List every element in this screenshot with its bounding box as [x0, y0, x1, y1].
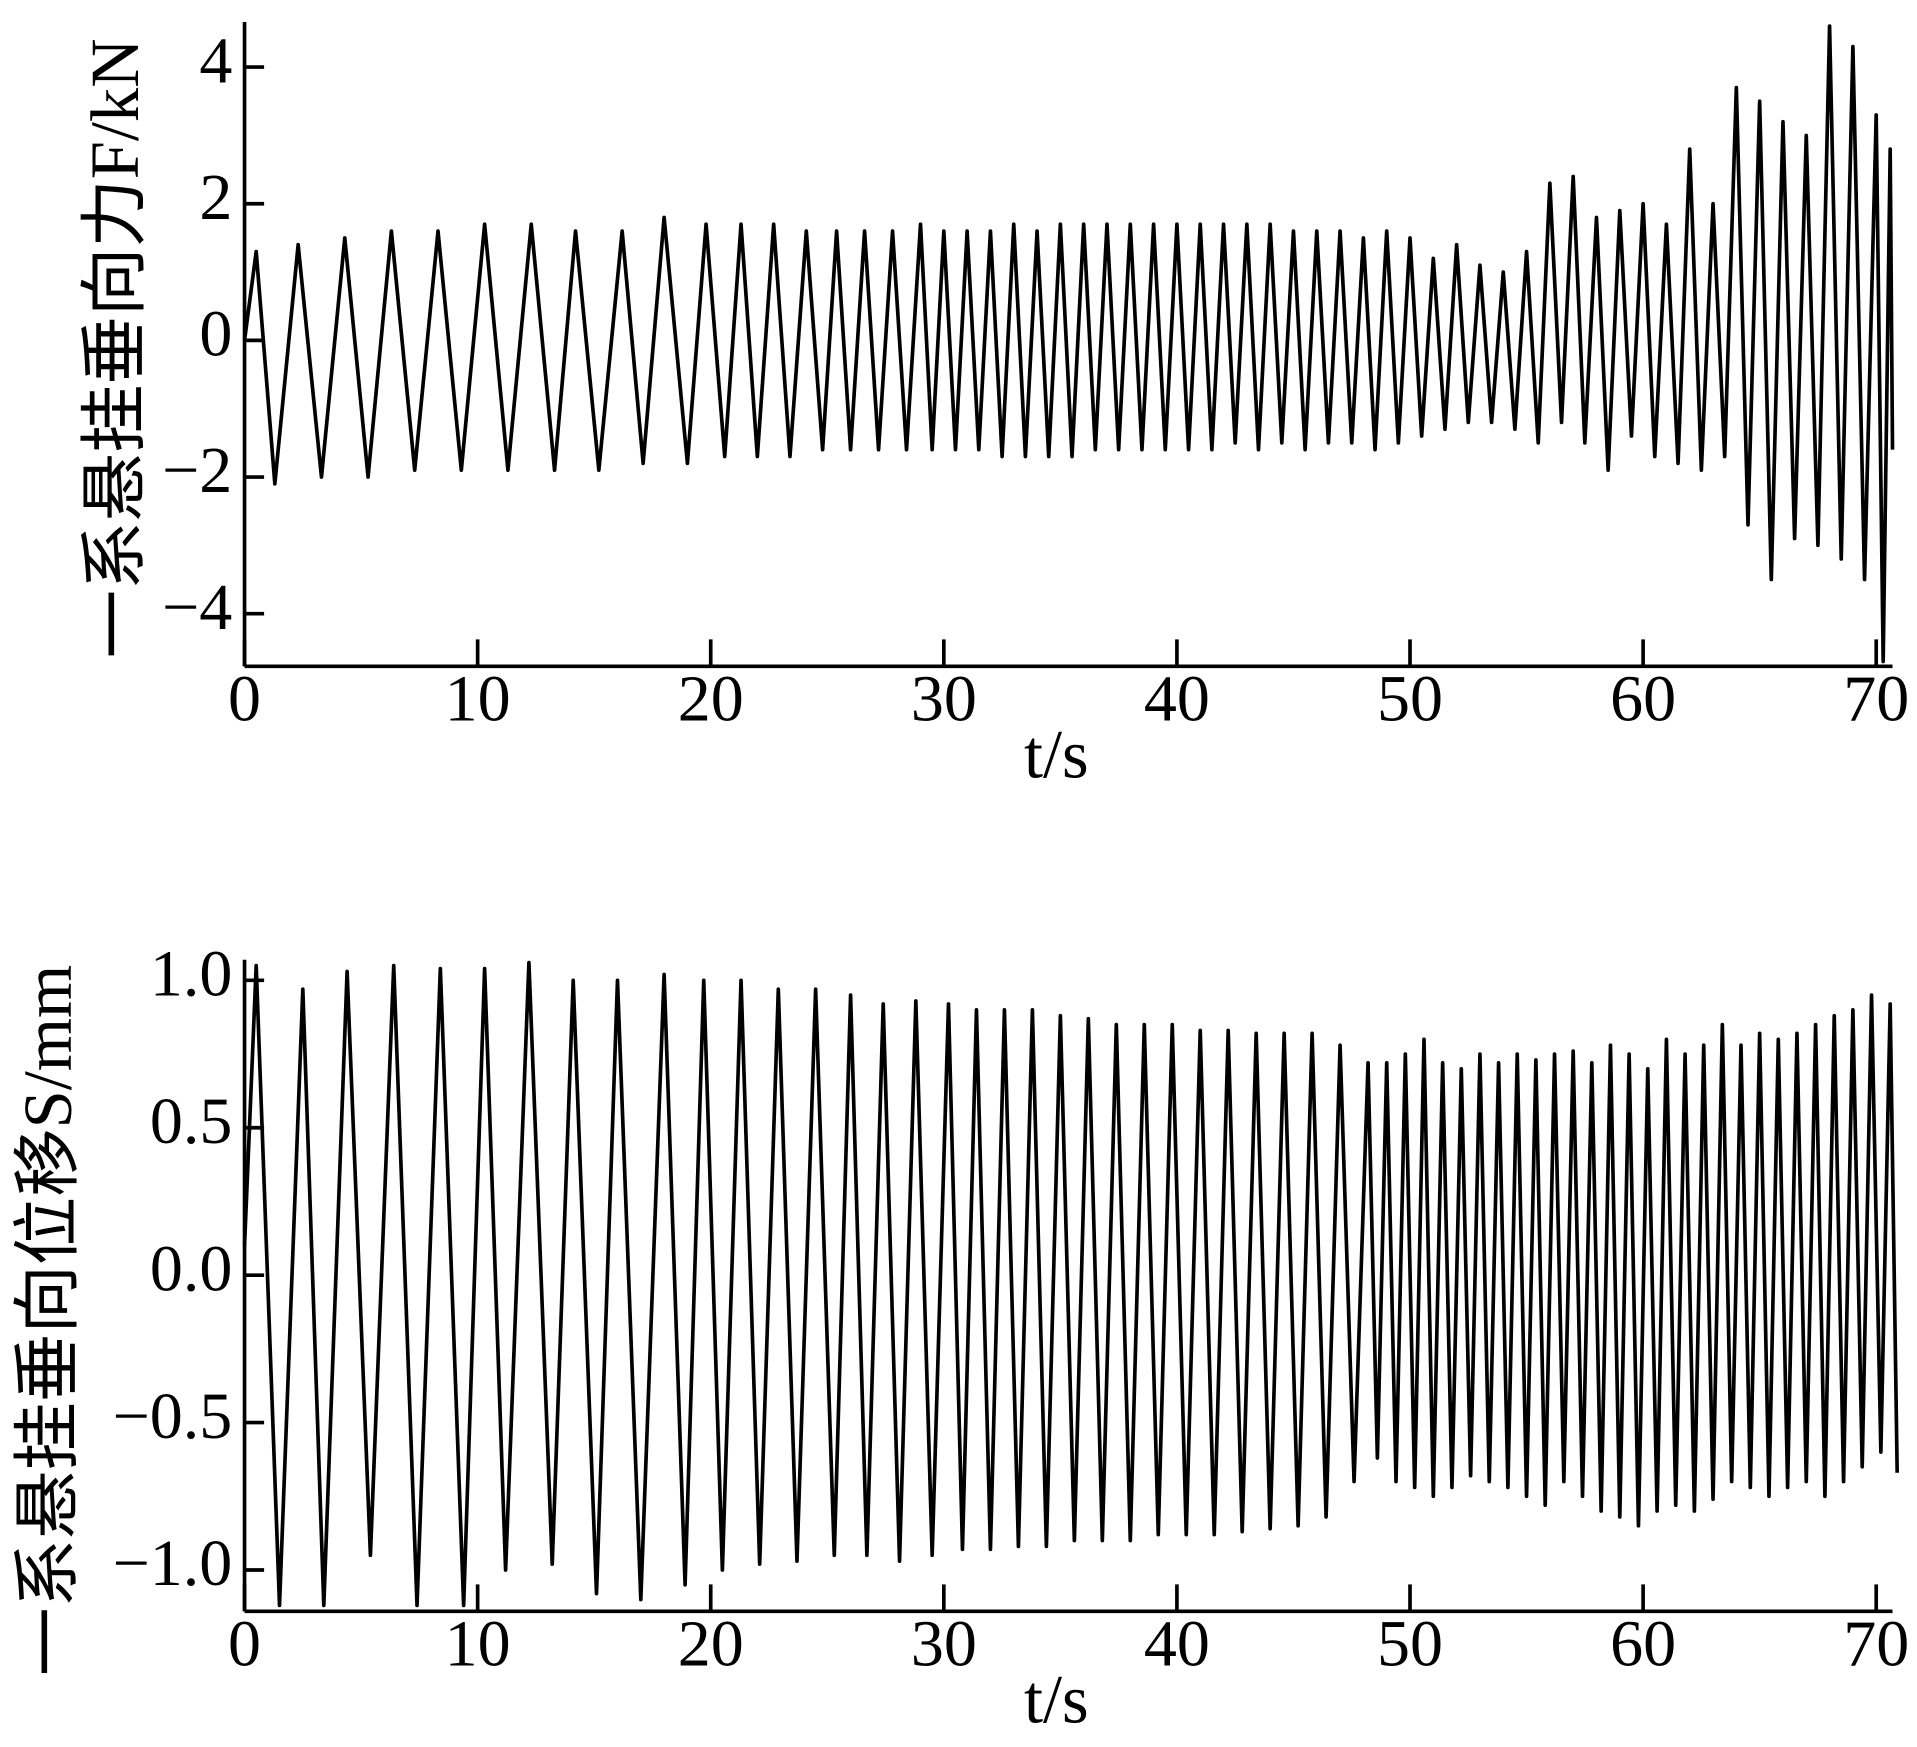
data-line: [242, 960, 1900, 1608]
x-tick-label: 50: [1377, 663, 1443, 736]
x-tick-label: 0: [228, 663, 261, 736]
x-tick-label: 30: [911, 1608, 977, 1681]
y-tick-label: 2: [199, 161, 232, 234]
x-tick-label: 70: [1843, 1608, 1909, 1681]
x-tick-label: 20: [678, 663, 744, 736]
x-tick-label: 20: [678, 1608, 744, 1681]
x-axis-label: t/s: [1024, 1661, 1089, 1737]
x-tick-label: 40: [1144, 1608, 1210, 1681]
y-axis-label: 一系悬挂垂向位移S/mm: [10, 965, 86, 1676]
x-axis-label: t/s: [1024, 716, 1089, 792]
x-tick-label: 10: [445, 663, 511, 736]
x-tick-label: 60: [1610, 663, 1676, 736]
y-tick-label: 0.0: [150, 1232, 233, 1305]
x-tick-label: 40: [1144, 663, 1210, 736]
data-line: [242, 24, 1895, 664]
y-tick-label: 0: [199, 298, 232, 371]
y-tick-label: −2: [162, 434, 232, 507]
x-tick-label: 50: [1377, 1608, 1443, 1681]
x-tick-label: 30: [911, 663, 977, 736]
y-tick-label: 1.0: [150, 937, 233, 1010]
y-tick-label: 4: [199, 24, 232, 97]
y-tick-label: −0.5: [113, 1380, 233, 1453]
y-tick-label: 0.5: [150, 1085, 233, 1158]
x-tick-label: 70: [1843, 663, 1909, 736]
x-tick-label: 10: [445, 1608, 511, 1681]
x-tick-label: 60: [1610, 1608, 1676, 1681]
y-tick-label: −4: [162, 571, 232, 644]
y-tick-label: −1.0: [113, 1527, 233, 1600]
x-tick-label: 0: [228, 1608, 261, 1681]
y-axis-label: 一系悬挂垂向力F/kN: [77, 38, 153, 658]
